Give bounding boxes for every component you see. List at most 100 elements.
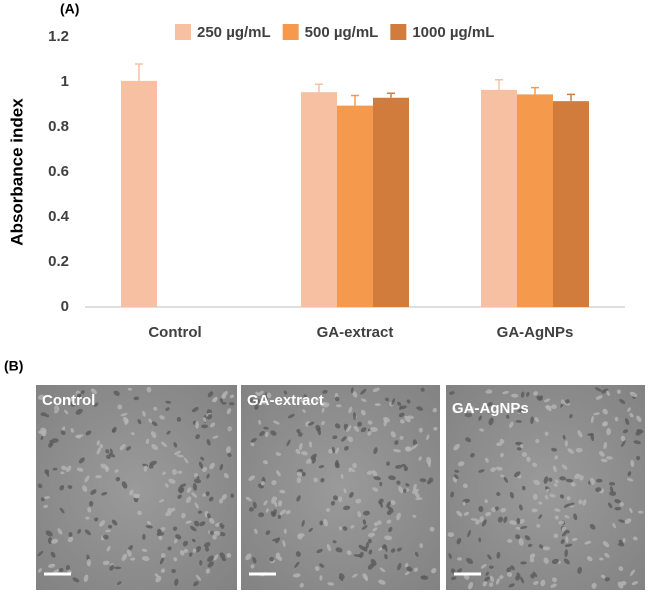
error-bar: [387, 92, 395, 98]
legend-swatch: [390, 24, 407, 40]
cell: [510, 565, 515, 571]
cell: [78, 457, 85, 464]
cell: [258, 390, 264, 396]
cell: [342, 526, 348, 531]
cell: [521, 451, 528, 457]
cell: [221, 494, 227, 500]
cell: [415, 497, 423, 501]
cell: [245, 553, 252, 561]
cell: [601, 388, 609, 394]
cell: [404, 415, 411, 423]
cell: [457, 557, 463, 561]
cell: [37, 550, 44, 557]
cell: [605, 456, 613, 460]
cell: [285, 510, 291, 515]
y-axis-label: Absorbance index: [7, 98, 26, 246]
cell: [593, 412, 600, 416]
cell: [334, 423, 341, 429]
cell: [554, 479, 559, 484]
bar: [337, 105, 373, 307]
cell: [396, 480, 401, 485]
cell: [616, 389, 622, 394]
cell: [313, 477, 318, 483]
cell: [212, 435, 219, 439]
cell: [619, 501, 624, 507]
cell: [277, 514, 282, 519]
cell: [300, 397, 308, 403]
cell: [507, 538, 513, 543]
bar: [301, 92, 337, 307]
cell: [85, 516, 90, 520]
legend-label: 500 µg/mL: [305, 24, 379, 41]
cell: [371, 470, 378, 477]
cell: [166, 430, 171, 435]
cell: [561, 532, 567, 537]
cell: [296, 471, 303, 477]
cell: [345, 425, 352, 432]
cell: [200, 456, 205, 461]
cell: [596, 478, 603, 483]
cell: [263, 426, 269, 430]
cell: [538, 501, 543, 505]
cell: [201, 424, 209, 429]
y-tick-label: 1.2: [48, 28, 69, 45]
cell: [254, 404, 259, 410]
cell: [475, 519, 480, 525]
cell: [450, 568, 456, 574]
cell: [202, 417, 207, 422]
cell: [75, 434, 82, 439]
cell: [343, 488, 347, 494]
cell: [543, 398, 551, 403]
cell: [431, 568, 437, 574]
cell: [393, 448, 401, 453]
cell: [352, 390, 358, 398]
cell: [530, 573, 535, 579]
cell: [207, 391, 214, 398]
cell: [470, 406, 475, 412]
cell: [151, 444, 159, 451]
cell: [316, 548, 323, 554]
cell: [297, 533, 305, 537]
cell: [335, 547, 343, 553]
cell: [330, 500, 336, 506]
cell: [245, 496, 252, 502]
cell: [199, 559, 203, 566]
cell: [535, 438, 540, 444]
cell: [96, 447, 102, 455]
cell: [70, 401, 76, 407]
cell: [386, 501, 391, 508]
cell: [80, 390, 85, 395]
cell: [452, 407, 457, 413]
cell: [478, 537, 482, 543]
cell: [487, 554, 492, 560]
cell: [259, 431, 265, 437]
cell: [72, 577, 80, 583]
cell: [270, 430, 277, 436]
cell: [121, 481, 128, 489]
cell: [364, 576, 369, 582]
cell: [67, 397, 73, 402]
cell: [219, 463, 224, 471]
cell: [352, 573, 358, 578]
cell: [227, 453, 232, 457]
cell: [529, 553, 536, 559]
cell: [59, 484, 65, 491]
cell: [372, 487, 379, 492]
cell: [113, 390, 120, 396]
cell: [105, 449, 110, 454]
cell: [193, 581, 199, 587]
cell: [360, 427, 367, 433]
cell: [52, 467, 58, 471]
cell: [390, 500, 396, 506]
cell: [160, 568, 166, 573]
cell: [117, 404, 123, 410]
cell: [125, 446, 132, 451]
cell: [464, 412, 473, 418]
cell: [419, 478, 427, 483]
cell: [624, 418, 630, 425]
cell: [195, 421, 199, 429]
cell: [276, 470, 281, 477]
cell: [265, 530, 271, 536]
cell: [205, 546, 210, 552]
cell: [177, 494, 182, 499]
